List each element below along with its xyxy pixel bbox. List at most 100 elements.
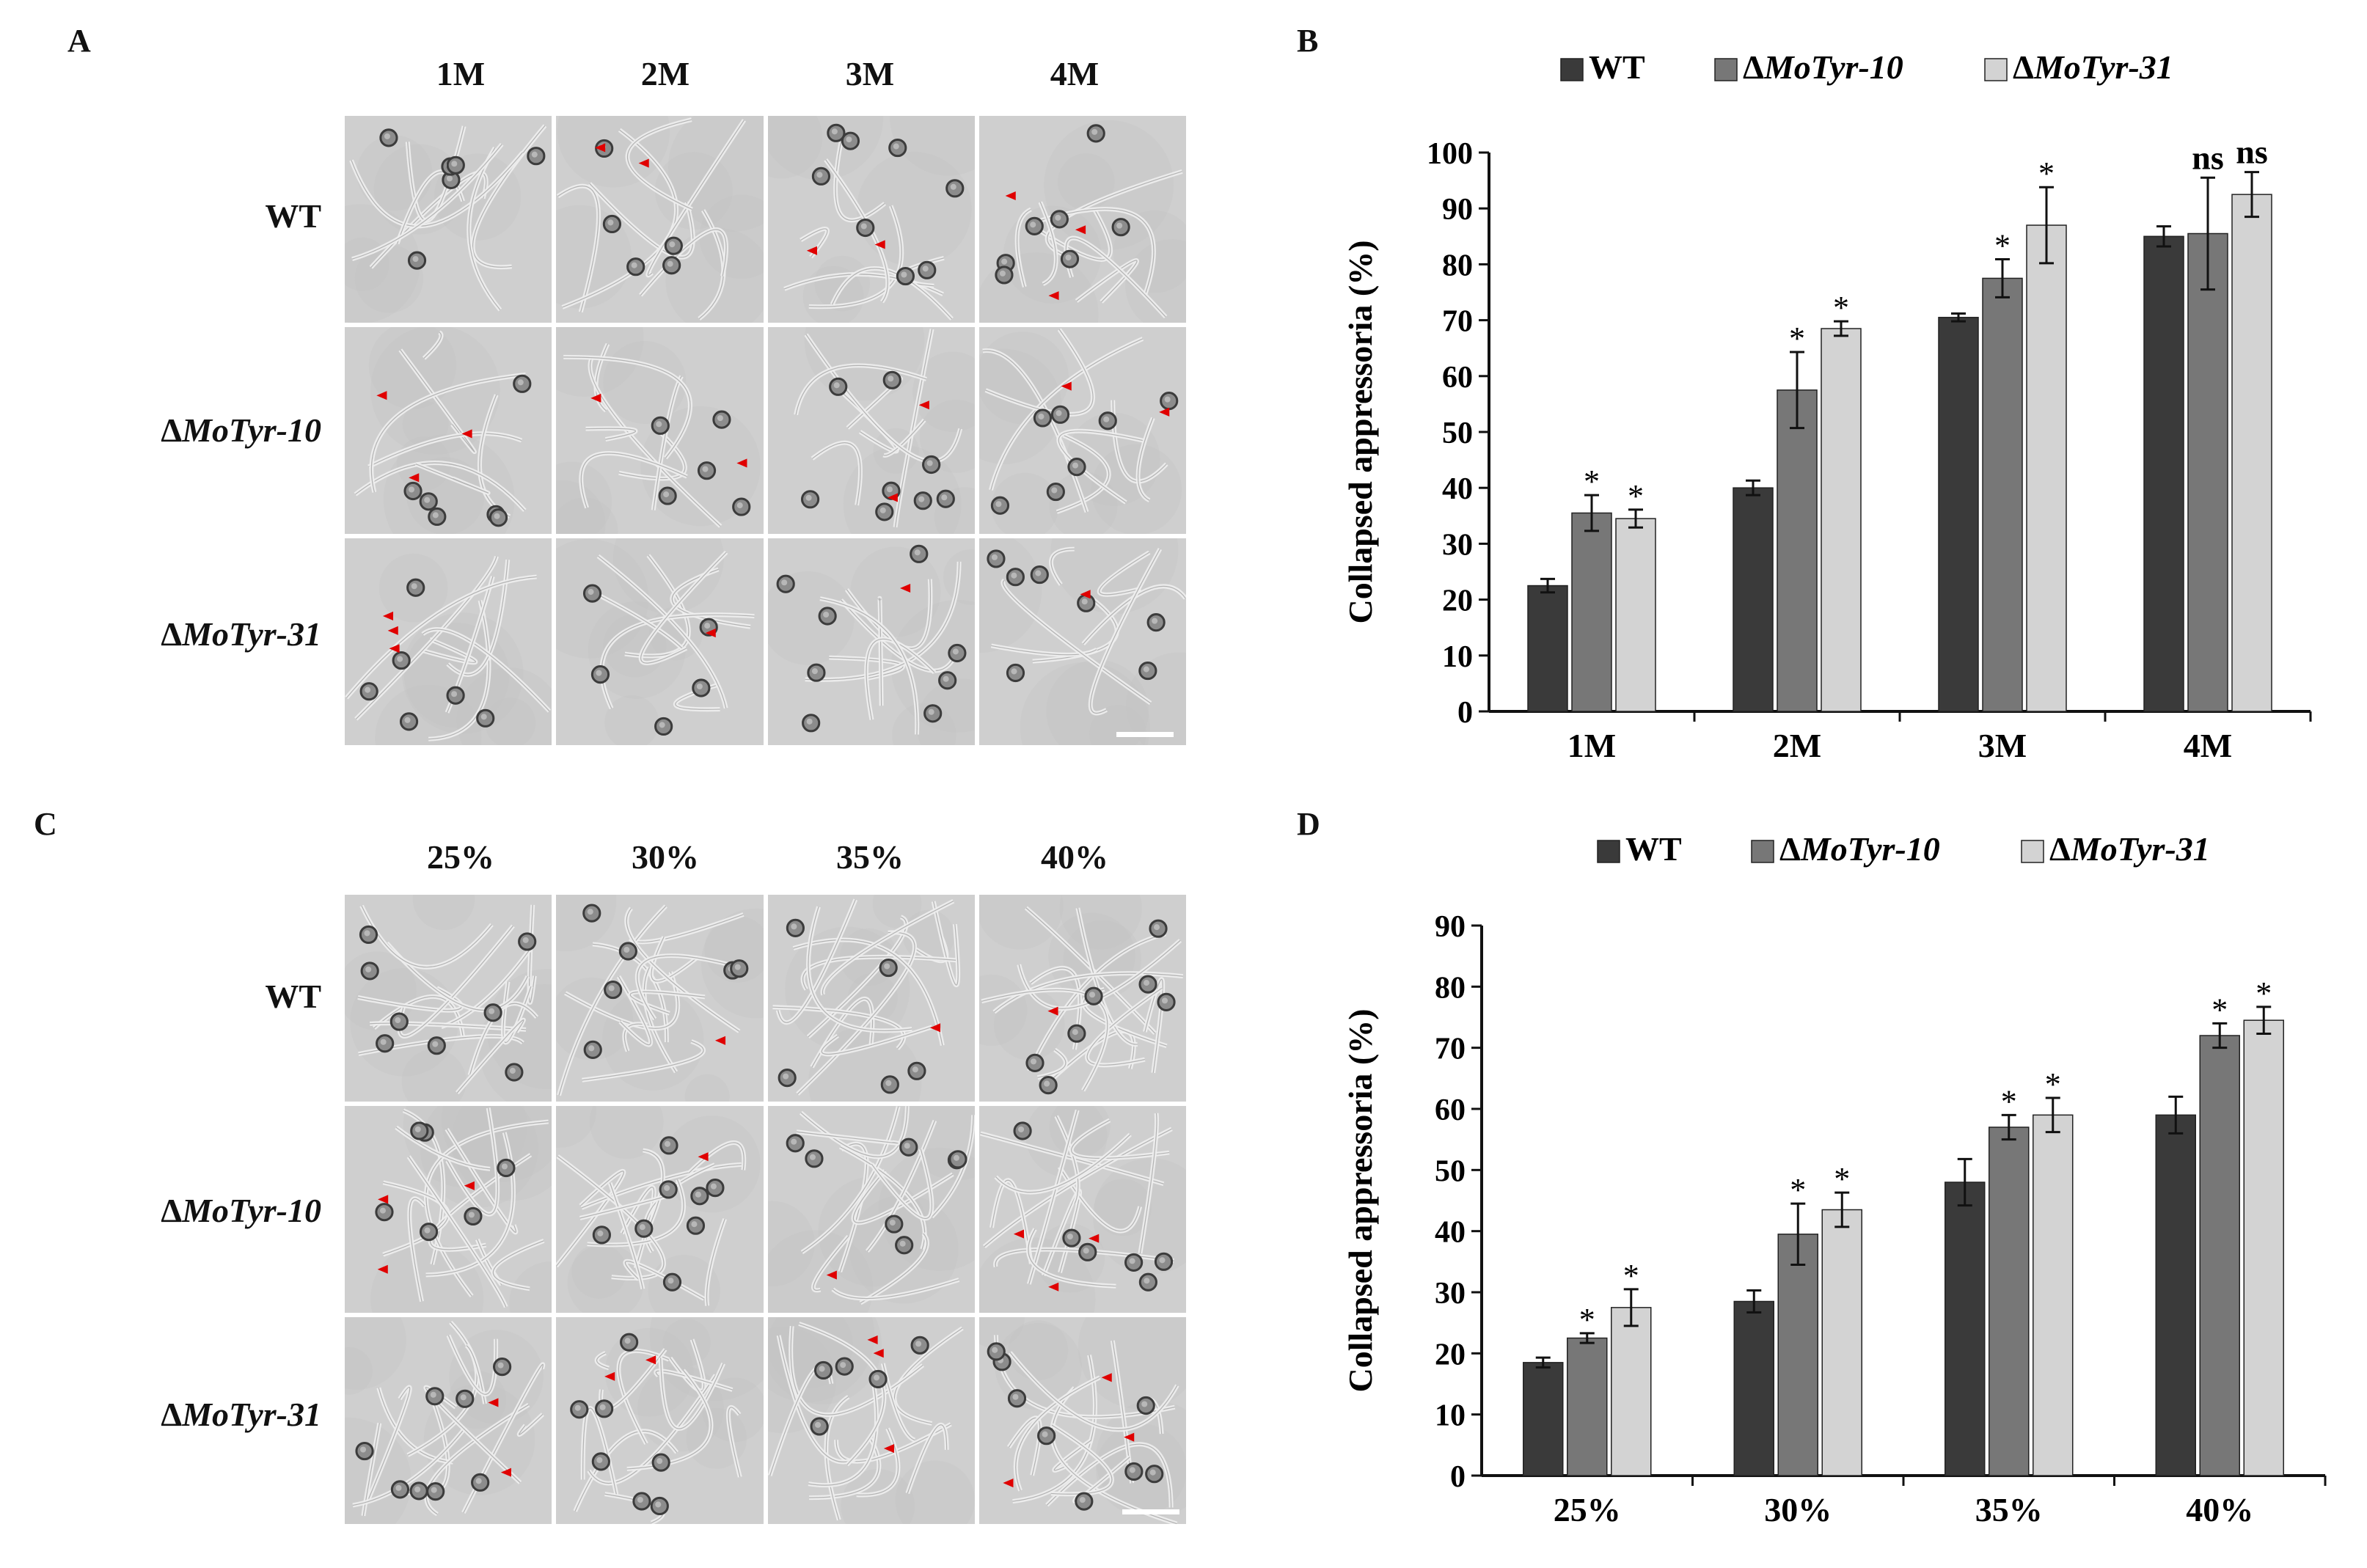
- micrograph-tile: [978, 1106, 1186, 1313]
- significance-mark: *: [1623, 1258, 1639, 1294]
- micrograph-tile: [556, 538, 764, 745]
- micrograph-image: [556, 1106, 761, 1313]
- micrograph-image: [345, 895, 552, 1102]
- bar: [2033, 1114, 2074, 1476]
- y-tick-label: 50: [1442, 417, 1473, 450]
- significance-mark: *: [2256, 975, 2272, 1011]
- micrograph-image: [772, 895, 960, 1102]
- micrograph-tile: [767, 116, 975, 323]
- panel-c-row-label-motyr31: ΔMoTyr-31: [161, 1396, 321, 1433]
- bar: [1567, 1337, 1608, 1476]
- y-tick-label: 0: [1450, 1460, 1466, 1494]
- micrograph-image: [978, 328, 1182, 534]
- y-tick-label: 100: [1427, 137, 1473, 171]
- legend: WT ΔMoTyr-10 ΔMoTyr-31: [1560, 48, 2173, 86]
- bar: [1527, 585, 1568, 712]
- y-tick-label: 50: [1435, 1154, 1466, 1188]
- x-tick-label: 35%: [1975, 1491, 2043, 1528]
- bar: [1777, 389, 1818, 712]
- significance-mark: *: [1833, 290, 1849, 326]
- bar: [1821, 1209, 1862, 1476]
- micrograph-image: [767, 1106, 975, 1313]
- x-tick-label: 4M: [2184, 727, 2232, 764]
- x-tick-label: 1M: [1567, 727, 1616, 764]
- micrograph-tile: [556, 1106, 764, 1313]
- micrograph-tile: [978, 895, 1186, 1102]
- micrograph-tile: [345, 538, 552, 745]
- panel-c-column-label: 35%: [836, 838, 904, 876]
- significance-mark: *: [2211, 992, 2228, 1027]
- panel-c-column-label: 25%: [427, 838, 494, 876]
- micrograph-image: [570, 1317, 764, 1524]
- chart-b: WT ΔMoTyr-10 ΔMoTyr-31 0 10 20 30 40 50 60 70 80 90 1…: [1313, 29, 2355, 792]
- significance-mark: *: [1834, 1161, 1850, 1197]
- micrograph-image: [767, 1317, 975, 1524]
- micrograph-tile: [556, 895, 764, 1102]
- micrograph-image: [370, 1106, 552, 1313]
- panel-c-micrograph-grid: [345, 895, 1186, 1524]
- micrograph-image: [556, 538, 755, 745]
- legend: WT ΔMoTyr-10 ΔMoTyr-31: [1597, 830, 2210, 868]
- x-tick-label: 40%: [2186, 1491, 2253, 1528]
- legend-swatch: [1984, 58, 2008, 81]
- bar: [1945, 1182, 1986, 1476]
- y-tick-label: 10: [1435, 1399, 1466, 1433]
- panel-a-row-label-motyr31: ΔMoTyr-31: [161, 615, 321, 653]
- y-tick-label: 80: [1442, 249, 1473, 282]
- panel-c-row-label-wt: WT: [265, 978, 321, 1015]
- micrograph-image: [978, 1106, 1186, 1313]
- y-tick-label: 10: [1442, 640, 1473, 674]
- bar: [1733, 1300, 1774, 1476]
- panel-letter-a: A: [67, 23, 91, 59]
- bar: [2026, 224, 2067, 712]
- bar: [1523, 1362, 1564, 1476]
- significance-mark: *: [2045, 1066, 2061, 1102]
- significance-mark: *: [2038, 155, 2055, 191]
- micrograph-image: [767, 544, 975, 745]
- bar: [2143, 235, 2184, 712]
- panel-a-column-label: 4M: [1050, 55, 1100, 92]
- bar: [1821, 328, 1862, 712]
- micrograph-image: [354, 327, 532, 534]
- micrograph-tile: [345, 116, 552, 323]
- micrograph-tile: [978, 538, 1186, 745]
- micrograph-image: [978, 895, 1183, 1095]
- chart-d: WT ΔMoTyr-10 ΔMoTyr-31 0 10 20 30 40 50 60 70 80 90 C…: [1313, 814, 2355, 1562]
- y-tick-label: 20: [1442, 585, 1473, 618]
- panel-letter-c: C: [34, 806, 57, 842]
- bar: [2231, 194, 2272, 712]
- y-tick-label: 70: [1435, 1033, 1466, 1066]
- micrograph-tile: [767, 1106, 975, 1313]
- bar: [2155, 1114, 2196, 1476]
- micrograph-tile: [556, 327, 764, 534]
- significance-mark: ns: [2192, 139, 2223, 176]
- x-tick-label: 25%: [1554, 1491, 1621, 1528]
- panel-c-column-label: 30%: [632, 838, 699, 876]
- y-tick-label: 60: [1435, 1093, 1466, 1127]
- chart-d-svg: WT ΔMoTyr-10 ΔMoTyr-31 0 10 20 30 40 50 60 70 80 90 C…: [1342, 830, 2327, 1528]
- y-tick-label: 90: [1442, 193, 1473, 227]
- bar: [1938, 317, 1979, 712]
- y-tick-label: 30: [1442, 528, 1473, 562]
- bar: [1611, 1307, 1652, 1476]
- bar: [2187, 232, 2228, 712]
- micrograph-image: [978, 1317, 1186, 1524]
- micrograph-tile: [978, 327, 1186, 534]
- micrograph-tile: [767, 1317, 975, 1524]
- panel-c-column-label: 40%: [1041, 838, 1108, 876]
- y-tick-label: 30: [1435, 1277, 1466, 1311]
- bar: [2243, 1019, 2284, 1476]
- legend-swatch: [1597, 840, 1620, 863]
- micrograph-image: [978, 538, 1186, 745]
- micrograph-tile: [345, 895, 552, 1102]
- legend-swatch: [1560, 58, 1584, 81]
- legend-entry: WT: [1589, 48, 1645, 86]
- x-tick-label: 3M: [1978, 727, 2027, 764]
- significance-mark: *: [1789, 320, 1805, 356]
- significance-mark: *: [1579, 1302, 1595, 1338]
- micrograph-image: [556, 116, 764, 323]
- significance-mark: *: [1628, 478, 1644, 514]
- panel-a-row-label-wt: WT: [265, 197, 321, 235]
- micrograph-tile: [767, 327, 975, 534]
- panel-a-column-label: 1M: [436, 55, 486, 92]
